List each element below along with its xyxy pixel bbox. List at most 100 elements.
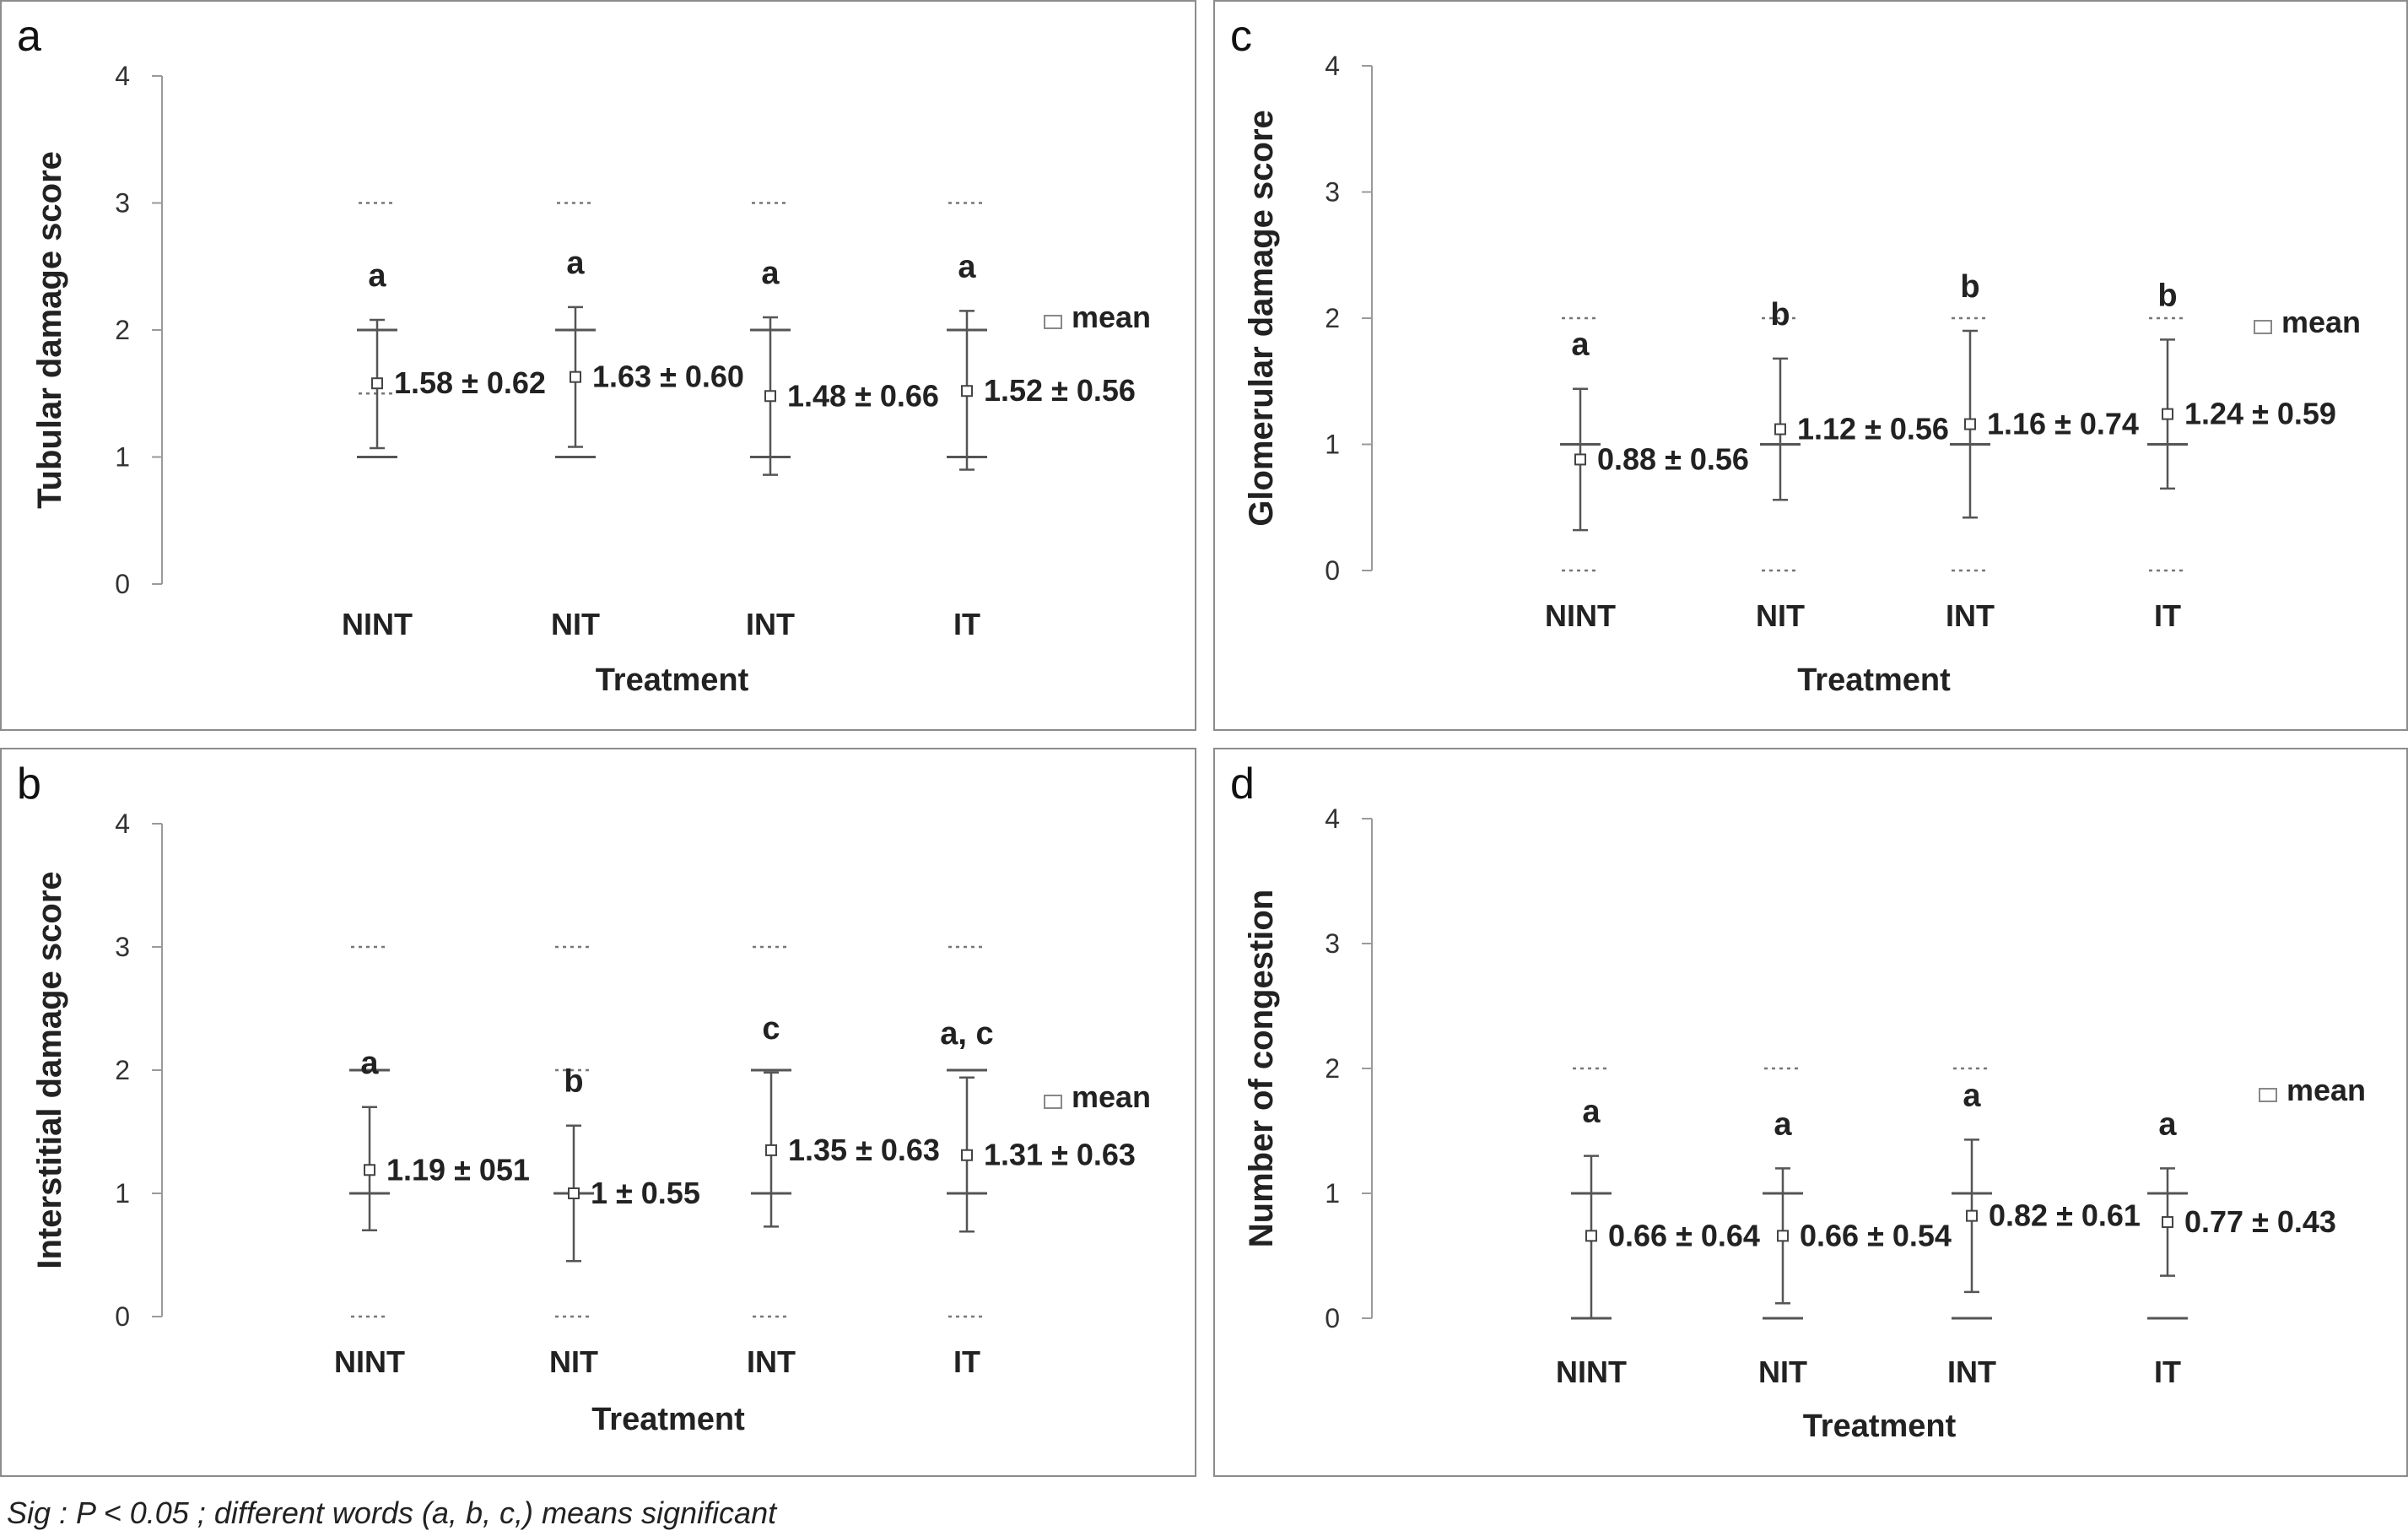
y-tick-label: 3 [1325, 177, 1340, 208]
x-axis-title: Treatment [596, 663, 749, 698]
y-tick-label: 4 [1325, 803, 1340, 834]
x-category-label: NINT [1556, 1355, 1627, 1389]
value-label: 1.16 ± 0.74 [1987, 407, 2139, 441]
significance-letter: a [1571, 327, 1590, 363]
legend-label: mean [2287, 1073, 2366, 1107]
legend: mean [1044, 300, 1151, 334]
significance-letter: b [2157, 278, 2177, 313]
significance-letter: a [368, 258, 386, 294]
y-tick-label: 0 [1325, 555, 1340, 586]
value-label: 1.31 ± 0.63 [984, 1138, 1136, 1172]
significance-letter: a [1582, 1095, 1601, 1130]
panel-letter: c [1230, 12, 1252, 61]
mean-marker [2162, 1216, 2173, 1229]
category-group: 0.77 ± 0.43 a [2147, 1106, 2336, 1320]
y-tick-label: 1 [1325, 1178, 1340, 1209]
mean-marker [764, 390, 776, 403]
panel-letter: a [17, 12, 41, 61]
chart-panel-b: b 0 1 2 3 4 Interstitial damage score NINT NIT IN… [0, 748, 1196, 1477]
significance-letter: c [762, 1011, 780, 1047]
x-category-label: INT [1947, 1355, 1996, 1389]
value-label: 1.58 ± 0.62 [394, 365, 546, 400]
value-label: 0.66 ± 0.64 [1608, 1218, 1760, 1252]
y-tick-label: 2 [115, 315, 130, 345]
category-group: 1.35 ± 0.63 c [751, 945, 940, 1318]
mean-marker [765, 1144, 777, 1156]
panel-letter: d [1230, 760, 1255, 809]
mean-marker [1777, 1230, 1789, 1242]
y-tick-label: 2 [115, 1055, 130, 1085]
panel-frame [1213, 0, 2408, 731]
y-tick-label: 4 [115, 61, 130, 91]
legend-label: mean [2281, 305, 2361, 339]
x-category-label: NIT [549, 1344, 598, 1379]
chart-panel-c: c 0 1 2 3 4 Glomerular damage score NINT NIT INT I… [1213, 0, 2408, 731]
mean-marker [371, 377, 383, 390]
x-category-label: NINT [1545, 598, 1616, 633]
significance-letter: b [1960, 269, 1979, 305]
y-tick-label: 1 [1325, 430, 1340, 460]
mean-marker [364, 1164, 375, 1176]
value-label: 1.63 ± 0.60 [592, 360, 744, 394]
x-category-label: IT [953, 1344, 980, 1379]
y-axis-title: Number of congestion [1243, 890, 1280, 1247]
y-axis-title: Tubular damage score [31, 151, 68, 509]
value-label: 1.24 ± 0.59 [2184, 397, 2336, 431]
panel-frame [0, 0, 1196, 731]
value-label: 0.77 ± 0.43 [2184, 1204, 2336, 1239]
y-tick-label: 1 [115, 1178, 130, 1209]
y-axis-title: Glomerular damage score [1243, 110, 1280, 527]
x-category-label: NIT [1756, 598, 1805, 633]
category-group: 1.48 ± 0.66 a [750, 202, 939, 476]
category-group: 1.52 ± 0.56 a [947, 202, 1136, 471]
x-category-label: INT [746, 607, 795, 641]
panel-frame [1213, 748, 2408, 1477]
legend-label: mean [1072, 1079, 1151, 1114]
legend-swatch [1044, 315, 1062, 329]
significance-letter: a, c [940, 1016, 993, 1052]
x-category-label: NIT [551, 607, 600, 641]
legend: mean [1044, 1079, 1151, 1114]
y-tick-label: 0 [115, 569, 130, 599]
legend-swatch [1044, 1095, 1062, 1109]
chart-panel-a: a 0 1 2 3 4 Tubular damage score NINT NIT INT IT Tr… [0, 0, 1196, 731]
value-label: 1.48 ± 0.66 [787, 378, 939, 413]
legend: mean [2259, 1073, 2366, 1107]
x-axis-title: Treatment [591, 1402, 745, 1437]
x-category-label: INT [1946, 598, 1995, 633]
category-group: 1 ± 0.55 b [553, 945, 700, 1318]
category-group: 0.66 ± 0.54 a [1763, 1067, 1952, 1320]
significance-letter: a [2158, 1106, 2177, 1142]
legend-label: mean [1072, 300, 1151, 334]
y-tick-label: 1 [115, 442, 130, 473]
x-category-label: IT [2154, 598, 2181, 633]
mean-marker [961, 385, 973, 398]
legend-swatch [2254, 320, 2272, 334]
significance-letter: a [1774, 1106, 1792, 1142]
mean-marker [1964, 418, 1976, 430]
category-group: 1.24 ± 0.59 b [2147, 278, 2336, 572]
y-tick-label: 4 [115, 809, 130, 839]
mean-marker [1574, 453, 1586, 466]
x-category-label: INT [747, 1344, 796, 1379]
value-label: 1.52 ± 0.56 [984, 373, 1136, 408]
mean-marker [1774, 423, 1786, 435]
footnote: Sig : P < 0.05 ; different words (a, b, … [7, 1495, 777, 1530]
chart-svg: d 0 1 2 3 4 Number of congestion NINT NIT INT IT Tr… [1213, 748, 2408, 1477]
y-tick-label: 3 [115, 932, 130, 962]
y-tick-label: 4 [1325, 51, 1340, 81]
category-group: 1.31 ± 0.63 a, c [940, 945, 1136, 1318]
y-axis-title: Interstitial damage score [31, 871, 68, 1268]
category-group: 1.19 ± 051 a [349, 945, 530, 1318]
value-label: 1.19 ± 051 [386, 1152, 530, 1187]
mean-marker [961, 1149, 973, 1161]
mean-marker [568, 1187, 580, 1199]
x-axis-title: Treatment [1797, 663, 1951, 698]
significance-letter: a [761, 256, 780, 291]
significance-letter: a [360, 1046, 379, 1081]
legend: mean [2254, 305, 2361, 339]
x-category-label: IT [2154, 1355, 2181, 1389]
x-category-label: NINT [334, 1344, 405, 1379]
value-label: 1.12 ± 0.56 [1797, 412, 1949, 446]
value-label: 0.66 ± 0.54 [1800, 1218, 1952, 1252]
